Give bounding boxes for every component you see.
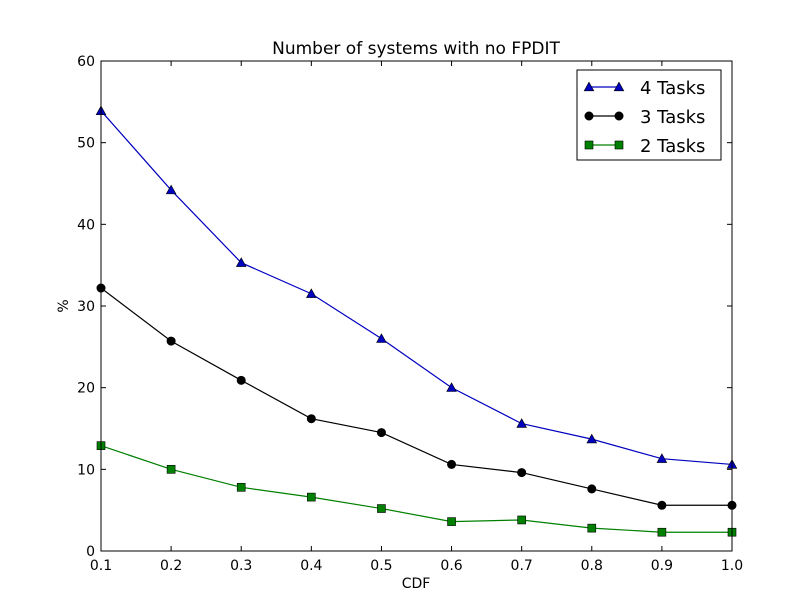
x-tick-label: 0.5 [370, 558, 392, 574]
y-tick-label: 60 [77, 54, 95, 70]
x-tick-label: 0.3 [230, 558, 252, 574]
data-point-4-tasks [376, 333, 387, 343]
x-tick-label: 0.7 [511, 558, 533, 574]
legend-label-3-tasks: 3 Tasks [640, 107, 705, 128]
data-point-4-tasks [656, 453, 668, 463]
data-point-2-tasks [236, 482, 246, 492]
data-point-3-tasks [376, 428, 386, 438]
data-point-2-tasks [517, 515, 526, 525]
x-tick-label: 0.4 [300, 558, 322, 574]
data-point-3-tasks [517, 468, 527, 478]
series-line-4-tasks [100, 110, 733, 466]
legend: 4 Tasks 3 Tasks 2 Tasks [576, 69, 722, 161]
data-point-4-tasks [306, 288, 317, 298]
legend-marker-3-tasks [584, 111, 594, 121]
legend-marker-2-tasks [584, 140, 594, 150]
data-point-2-tasks [166, 465, 176, 474]
series-3-tasks [96, 283, 737, 510]
x-tick-label: 0.9 [651, 558, 673, 574]
data-point-3-tasks [657, 500, 667, 510]
y-tick-label: 50 [77, 136, 95, 152]
x-tick-label: 0.8 [581, 558, 603, 574]
legend-entry-4-tasks: 4 Tasks [583, 78, 705, 99]
data-point-4-tasks [586, 433, 598, 444]
legend-marker-2-tasks [614, 140, 624, 150]
data-point-3-tasks [587, 484, 597, 494]
plot-series-group [95, 105, 738, 537]
data-point-2-tasks [377, 504, 386, 513]
legend-marker-4-tasks [613, 81, 625, 92]
data-point-4-tasks [165, 184, 177, 195]
legend-label-4-tasks: 4 Tasks [640, 78, 705, 99]
data-point-3-tasks [306, 414, 316, 424]
data-point-2-tasks [587, 523, 597, 533]
series-line-3-tasks [100, 287, 732, 506]
data-point-2-tasks [657, 527, 667, 537]
chart-title: Number of systems with no FPDIT [272, 39, 560, 59]
x-tick-label: 0.1 [90, 558, 112, 574]
series-line-2-tasks [100, 445, 732, 533]
legend-marker-3-tasks [614, 111, 624, 121]
y-tick-label: 0 [86, 544, 95, 560]
x-tick-label: 0.6 [440, 558, 462, 574]
data-point-3-tasks [447, 459, 457, 469]
data-point-3-tasks [236, 375, 246, 385]
data-point-4-tasks [446, 382, 457, 392]
legend-entry-3-tasks: 3 Tasks [584, 107, 705, 128]
x-tick-label: 0.2 [160, 558, 182, 574]
x-axis-label: CDF [402, 576, 431, 592]
data-point-4-tasks [235, 257, 247, 267]
axis-ticks-group: 0.1 0.2 0.3 0.4 0.5 0.6 0.7 0.8 0.9 1.0 0 10 20 30 40 5… [77, 54, 743, 574]
y-tick-label: 30 [77, 299, 95, 315]
legend-label-2-tasks: 2 Tasks [640, 136, 705, 157]
y-tick-label: 10 [77, 462, 95, 478]
x-tick-label: 1.0 [721, 558, 743, 574]
data-point-2-tasks [447, 517, 456, 526]
data-point-3-tasks [166, 336, 176, 346]
data-point-4-tasks [516, 418, 527, 428]
data-point-2-tasks [307, 492, 316, 502]
y-axis-label: % [56, 299, 72, 312]
y-tick-label: 20 [77, 381, 95, 397]
legend-marker-4-tasks [583, 81, 595, 92]
y-tick-label: 40 [77, 217, 95, 233]
series-4-tasks [95, 105, 738, 469]
legend-entry-2-tasks: 2 Tasks [584, 136, 705, 157]
